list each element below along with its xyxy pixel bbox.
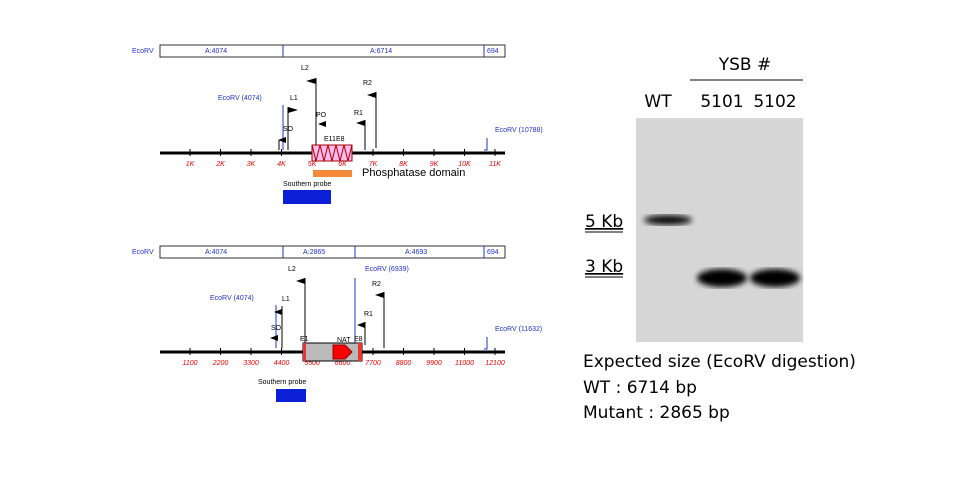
band	[750, 269, 800, 287]
caption-title: Expected size (EcoRV digestion)	[583, 352, 856, 372]
segment-bar	[159, 245, 506, 259]
probe-label: Southern probe	[258, 379, 306, 386]
flag	[288, 107, 298, 113]
segment: A:4074	[205, 249, 227, 256]
primer: L1	[290, 95, 298, 102]
primer: PO	[316, 112, 327, 119]
tick-label: 4K	[277, 161, 286, 168]
tick-label: 1100	[182, 360, 197, 367]
primer: L2	[301, 65, 309, 72]
caption-line: Mutant : 2865 bp	[583, 403, 730, 423]
tick-label: 6600	[335, 360, 351, 367]
site: EcoRV (11632)	[495, 326, 542, 333]
tick-label: 3300	[243, 360, 259, 367]
exon: E1	[300, 336, 309, 343]
band	[697, 269, 747, 287]
segment: 694	[487, 48, 499, 55]
probe-label: Southern probe	[283, 181, 331, 188]
exon: E8	[354, 336, 363, 343]
site: EcoRV (6939)	[365, 266, 409, 273]
tick-label: 9K	[430, 161, 439, 168]
flag	[375, 292, 384, 298]
tick-label: 12100	[485, 360, 505, 367]
primer: R2	[363, 80, 372, 87]
tick-label: 2200	[212, 360, 229, 367]
ticks: 1100 2200 3300 4400 5500 6600 7700 8800 9900 1100…	[182, 348, 505, 367]
tick-label: 11000	[455, 360, 474, 367]
domain: Phosphatase domain	[362, 167, 465, 179]
gel	[636, 118, 803, 342]
tick-label: 11K	[489, 161, 501, 168]
flag	[274, 309, 282, 315]
site: EcoRV (4074)	[210, 295, 254, 302]
site: EcoRV (4074)	[218, 95, 262, 102]
wt-map: EcoRV A:4074 A:6714 694 1K 2K 3K 4K 5K 6K 7K 8K…	[132, 44, 543, 204]
tick-label: 1K	[186, 161, 195, 168]
exon-zigzag	[311, 144, 353, 162]
flag	[270, 335, 278, 341]
marker: NAT	[337, 337, 351, 344]
tick-label: 2K	[215, 161, 225, 168]
primer: L1	[282, 296, 290, 303]
flag	[367, 92, 376, 98]
label: EcoRV	[132, 249, 154, 256]
primer: R1	[364, 311, 373, 318]
tick-label: 8800	[396, 360, 412, 367]
flag	[296, 278, 305, 284]
primer: R1	[354, 110, 363, 117]
group-label: YSB #	[718, 55, 772, 75]
flag	[306, 78, 316, 84]
domain-bar	[313, 170, 352, 177]
mutant-map: EcoRV A:4074 A:2865 A:4693 694 1100 2200 3…	[132, 245, 542, 402]
segment: A:6714	[370, 48, 392, 55]
primer: SO	[283, 126, 294, 133]
band	[644, 215, 692, 225]
segment: A:2865	[303, 249, 325, 256]
tick-label: 5500	[304, 360, 320, 367]
lane-label: 5102	[753, 92, 796, 112]
segment-bar	[159, 44, 506, 58]
label: EcoRV	[132, 48, 154, 55]
exon: E11	[324, 136, 336, 143]
exon-block	[303, 343, 306, 361]
probe	[276, 389, 306, 402]
probe	[283, 190, 331, 204]
tick-label: 7K	[369, 161, 378, 168]
tick-label: 6K	[338, 161, 347, 168]
site: EcoRV (10788)	[495, 127, 543, 134]
flag	[318, 121, 326, 127]
site-line	[484, 138, 488, 151]
tick-label: 7700	[365, 360, 381, 367]
primer: R2	[372, 281, 381, 288]
lane-label: 5101	[700, 92, 743, 112]
size-marker: 5 Kb	[585, 212, 623, 232]
nat-arrow	[332, 344, 353, 360]
flag	[357, 322, 365, 328]
tick-label: 10K	[458, 161, 471, 168]
exon: E8	[336, 136, 345, 143]
tick-label: 4400	[274, 360, 290, 367]
caption-line: WT : 6714 bp	[583, 378, 697, 398]
lane-label: WT	[644, 92, 672, 112]
segment: A:4693	[405, 249, 427, 256]
tick-label: 3K	[247, 161, 256, 168]
exon-block	[358, 343, 362, 361]
site-line	[484, 337, 488, 350]
flag	[356, 120, 365, 126]
segment: 694	[487, 249, 499, 256]
tick-label: 8K	[399, 161, 408, 168]
tick-label: 9900	[426, 360, 442, 367]
tick-label: 5K	[308, 161, 317, 168]
primer: SO	[271, 325, 282, 332]
primer: L2	[288, 266, 296, 273]
segment: A:4074	[205, 48, 227, 55]
gel-panel: YSB # WT 5101 5102 5 Kb 3 Kb Expected si…	[583, 55, 856, 423]
size-marker: 3 Kb	[585, 257, 623, 277]
flag	[278, 137, 286, 143]
